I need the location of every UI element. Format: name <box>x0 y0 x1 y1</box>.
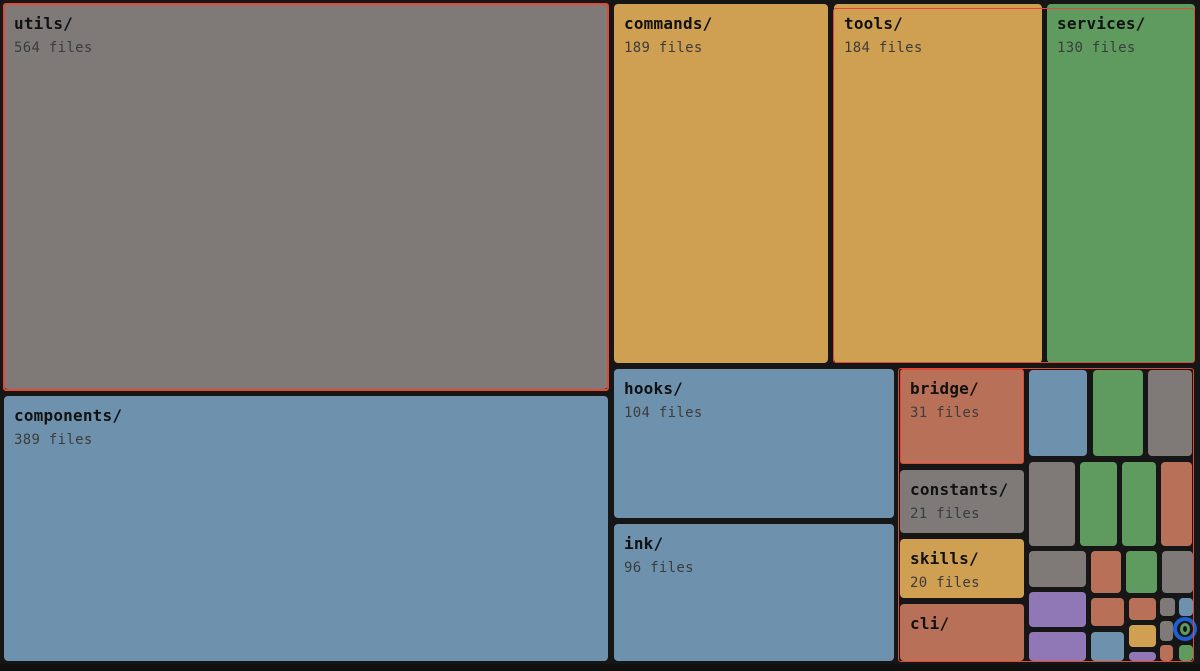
tile-file-count: 104 files <box>624 405 703 421</box>
tile-name: skills/ <box>910 549 979 568</box>
selection-ring-icon[interactable] <box>1173 617 1197 641</box>
small-tile[interactable] <box>1160 598 1175 616</box>
small-tile[interactable] <box>1080 462 1117 546</box>
tile-file-count: 389 files <box>14 432 93 448</box>
small-tile[interactable] <box>1148 370 1192 456</box>
tile-skills[interactable]: skills/ 20 files <box>900 539 1024 598</box>
tile-file-count: 21 files <box>910 506 980 522</box>
small-tile[interactable] <box>1179 645 1193 661</box>
small-tile[interactable] <box>1029 462 1075 546</box>
small-tile[interactable] <box>1122 462 1156 546</box>
small-tile[interactable] <box>1029 370 1087 456</box>
small-tile[interactable] <box>1160 645 1173 661</box>
selection-ring-inner <box>1180 623 1190 635</box>
tile-services[interactable]: services/ 130 files <box>1047 4 1195 363</box>
small-tile[interactable] <box>1029 551 1086 587</box>
tile-name: cli/ <box>910 614 950 633</box>
tile-file-count: 564 files <box>14 40 93 56</box>
small-tile[interactable] <box>1162 551 1193 593</box>
small-tile[interactable] <box>1091 632 1124 661</box>
tile-name: constants/ <box>910 480 1009 499</box>
tile-constants[interactable]: constants/ 21 files <box>900 470 1024 533</box>
tile-utils[interactable]: utils/ 564 files <box>4 4 608 389</box>
small-tile[interactable] <box>1161 462 1192 546</box>
small-tile[interactable] <box>1126 551 1157 593</box>
small-tile[interactable] <box>1160 621 1173 641</box>
small-tile[interactable] <box>1179 598 1193 616</box>
small-tile[interactable] <box>1129 598 1156 620</box>
small-tile[interactable] <box>1093 370 1143 456</box>
small-tile[interactable] <box>1029 632 1086 661</box>
bottom-strip <box>0 664 1200 671</box>
tile-name: bridge/ <box>910 379 979 398</box>
tile-components[interactable]: components/ 389 files <box>4 396 608 661</box>
tile-cli[interactable]: cli/ <box>900 604 1024 661</box>
tile-name: services/ <box>1057 14 1146 33</box>
tile-file-count: 130 files <box>1057 40 1136 56</box>
tile-name: commands/ <box>624 14 713 33</box>
tile-hooks[interactable]: hooks/ 104 files <box>614 369 894 518</box>
tile-name: components/ <box>14 406 123 425</box>
small-tile[interactable] <box>1091 598 1124 626</box>
tile-tools[interactable]: tools/ 184 files <box>834 4 1042 363</box>
small-tile[interactable] <box>1129 625 1156 647</box>
small-tile[interactable] <box>1091 551 1121 593</box>
tile-name: tools/ <box>844 14 903 33</box>
tile-commands[interactable]: commands/ 189 files <box>614 4 828 363</box>
tile-name: ink/ <box>624 534 664 553</box>
small-tile[interactable] <box>1129 652 1156 661</box>
tile-name: utils/ <box>14 14 73 33</box>
small-tile[interactable] <box>1029 592 1086 627</box>
tile-file-count: 96 files <box>624 560 694 576</box>
tile-bridge[interactable]: bridge/ 31 files <box>900 369 1024 464</box>
tile-file-count: 184 files <box>844 40 923 56</box>
tile-file-count: 189 files <box>624 40 703 56</box>
tile-name: hooks/ <box>624 379 683 398</box>
tile-ink[interactable]: ink/ 96 files <box>614 524 894 661</box>
tile-file-count: 31 files <box>910 405 980 421</box>
tile-file-count: 20 files <box>910 575 980 591</box>
